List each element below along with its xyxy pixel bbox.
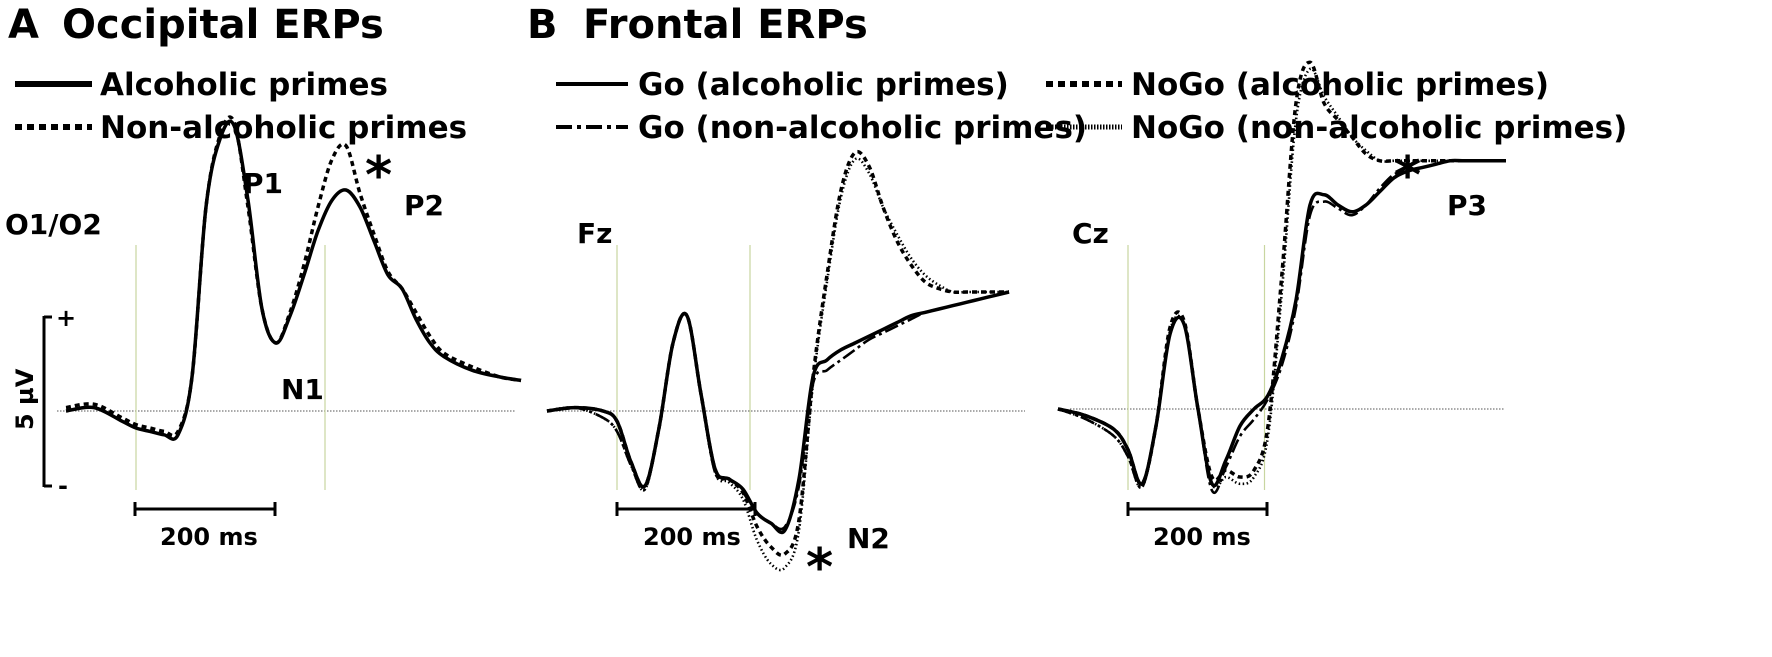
voltage-minus-sign: -: [58, 472, 68, 500]
significance-star-p2: *: [365, 146, 392, 206]
legend-b: Go (alcoholic primes) Go (non-alcoholic …: [556, 67, 1627, 146]
erp-series-dotted: [65, 115, 522, 438]
time-scale-bar-o1o2: 200 ms: [133, 502, 277, 551]
legend-b-label-2: NoGo (alcoholic primes): [1131, 67, 1549, 103]
legend-b-label-1: Go (non-alcoholic primes): [638, 110, 1087, 146]
panel-a-title: Occipital ERPs: [62, 2, 384, 48]
panel-b-letter: B: [527, 2, 558, 48]
component-label-n2: N2: [847, 522, 890, 555]
legend-a-label-1: Non-alcoholic primes: [100, 110, 467, 146]
plot-o1o2: [57, 115, 522, 490]
voltage-scale-label: 5 µV: [11, 368, 39, 430]
panel-b-title: Frontal ERPs: [583, 2, 868, 48]
electrode-label-o1o2: O1/O2: [5, 208, 102, 241]
voltage-scale-bar: + - 5 µV: [11, 304, 76, 500]
significance-star-n2: *: [806, 538, 833, 598]
erp-series-solid: [1057, 158, 1506, 488]
legend-a: Alcoholic primes Non-alcoholic primes: [15, 67, 467, 146]
legend-b-label-0: Go (alcoholic primes): [638, 67, 1009, 103]
electrode-label-fz: Fz: [577, 217, 612, 250]
time-scale-label: 200 ms: [160, 523, 258, 551]
electrode-label-cz: Cz: [1072, 217, 1109, 250]
time-scale-bar-fz: 200 ms: [615, 502, 757, 551]
time-scale-label: 200 ms: [1153, 523, 1251, 551]
panel-a-letter: A: [8, 2, 39, 48]
time-scale-bar-cz: 200 ms: [1126, 502, 1269, 551]
erp-series-finedot: [1057, 67, 1506, 489]
erp-series-dashdot: [1057, 159, 1506, 495]
erp-series-dotted: [546, 149, 1009, 557]
erp-series-finedot: [546, 157, 1009, 572]
plot-fz: [546, 149, 1025, 572]
component-label-p2: P2: [404, 189, 444, 222]
component-label-p1: P1: [243, 167, 283, 200]
legend-a-label-0: Alcoholic primes: [100, 67, 388, 103]
component-label-n1: N1: [281, 373, 324, 406]
voltage-plus-sign: +: [56, 304, 76, 332]
erp-series-solid: [546, 290, 1010, 535]
plot-cz: [1057, 60, 1506, 495]
legend-b-label-3: NoGo (non-alcoholic primes): [1131, 110, 1627, 146]
component-label-p3: P3: [1447, 189, 1487, 222]
time-scale-label: 200 ms: [643, 523, 741, 551]
